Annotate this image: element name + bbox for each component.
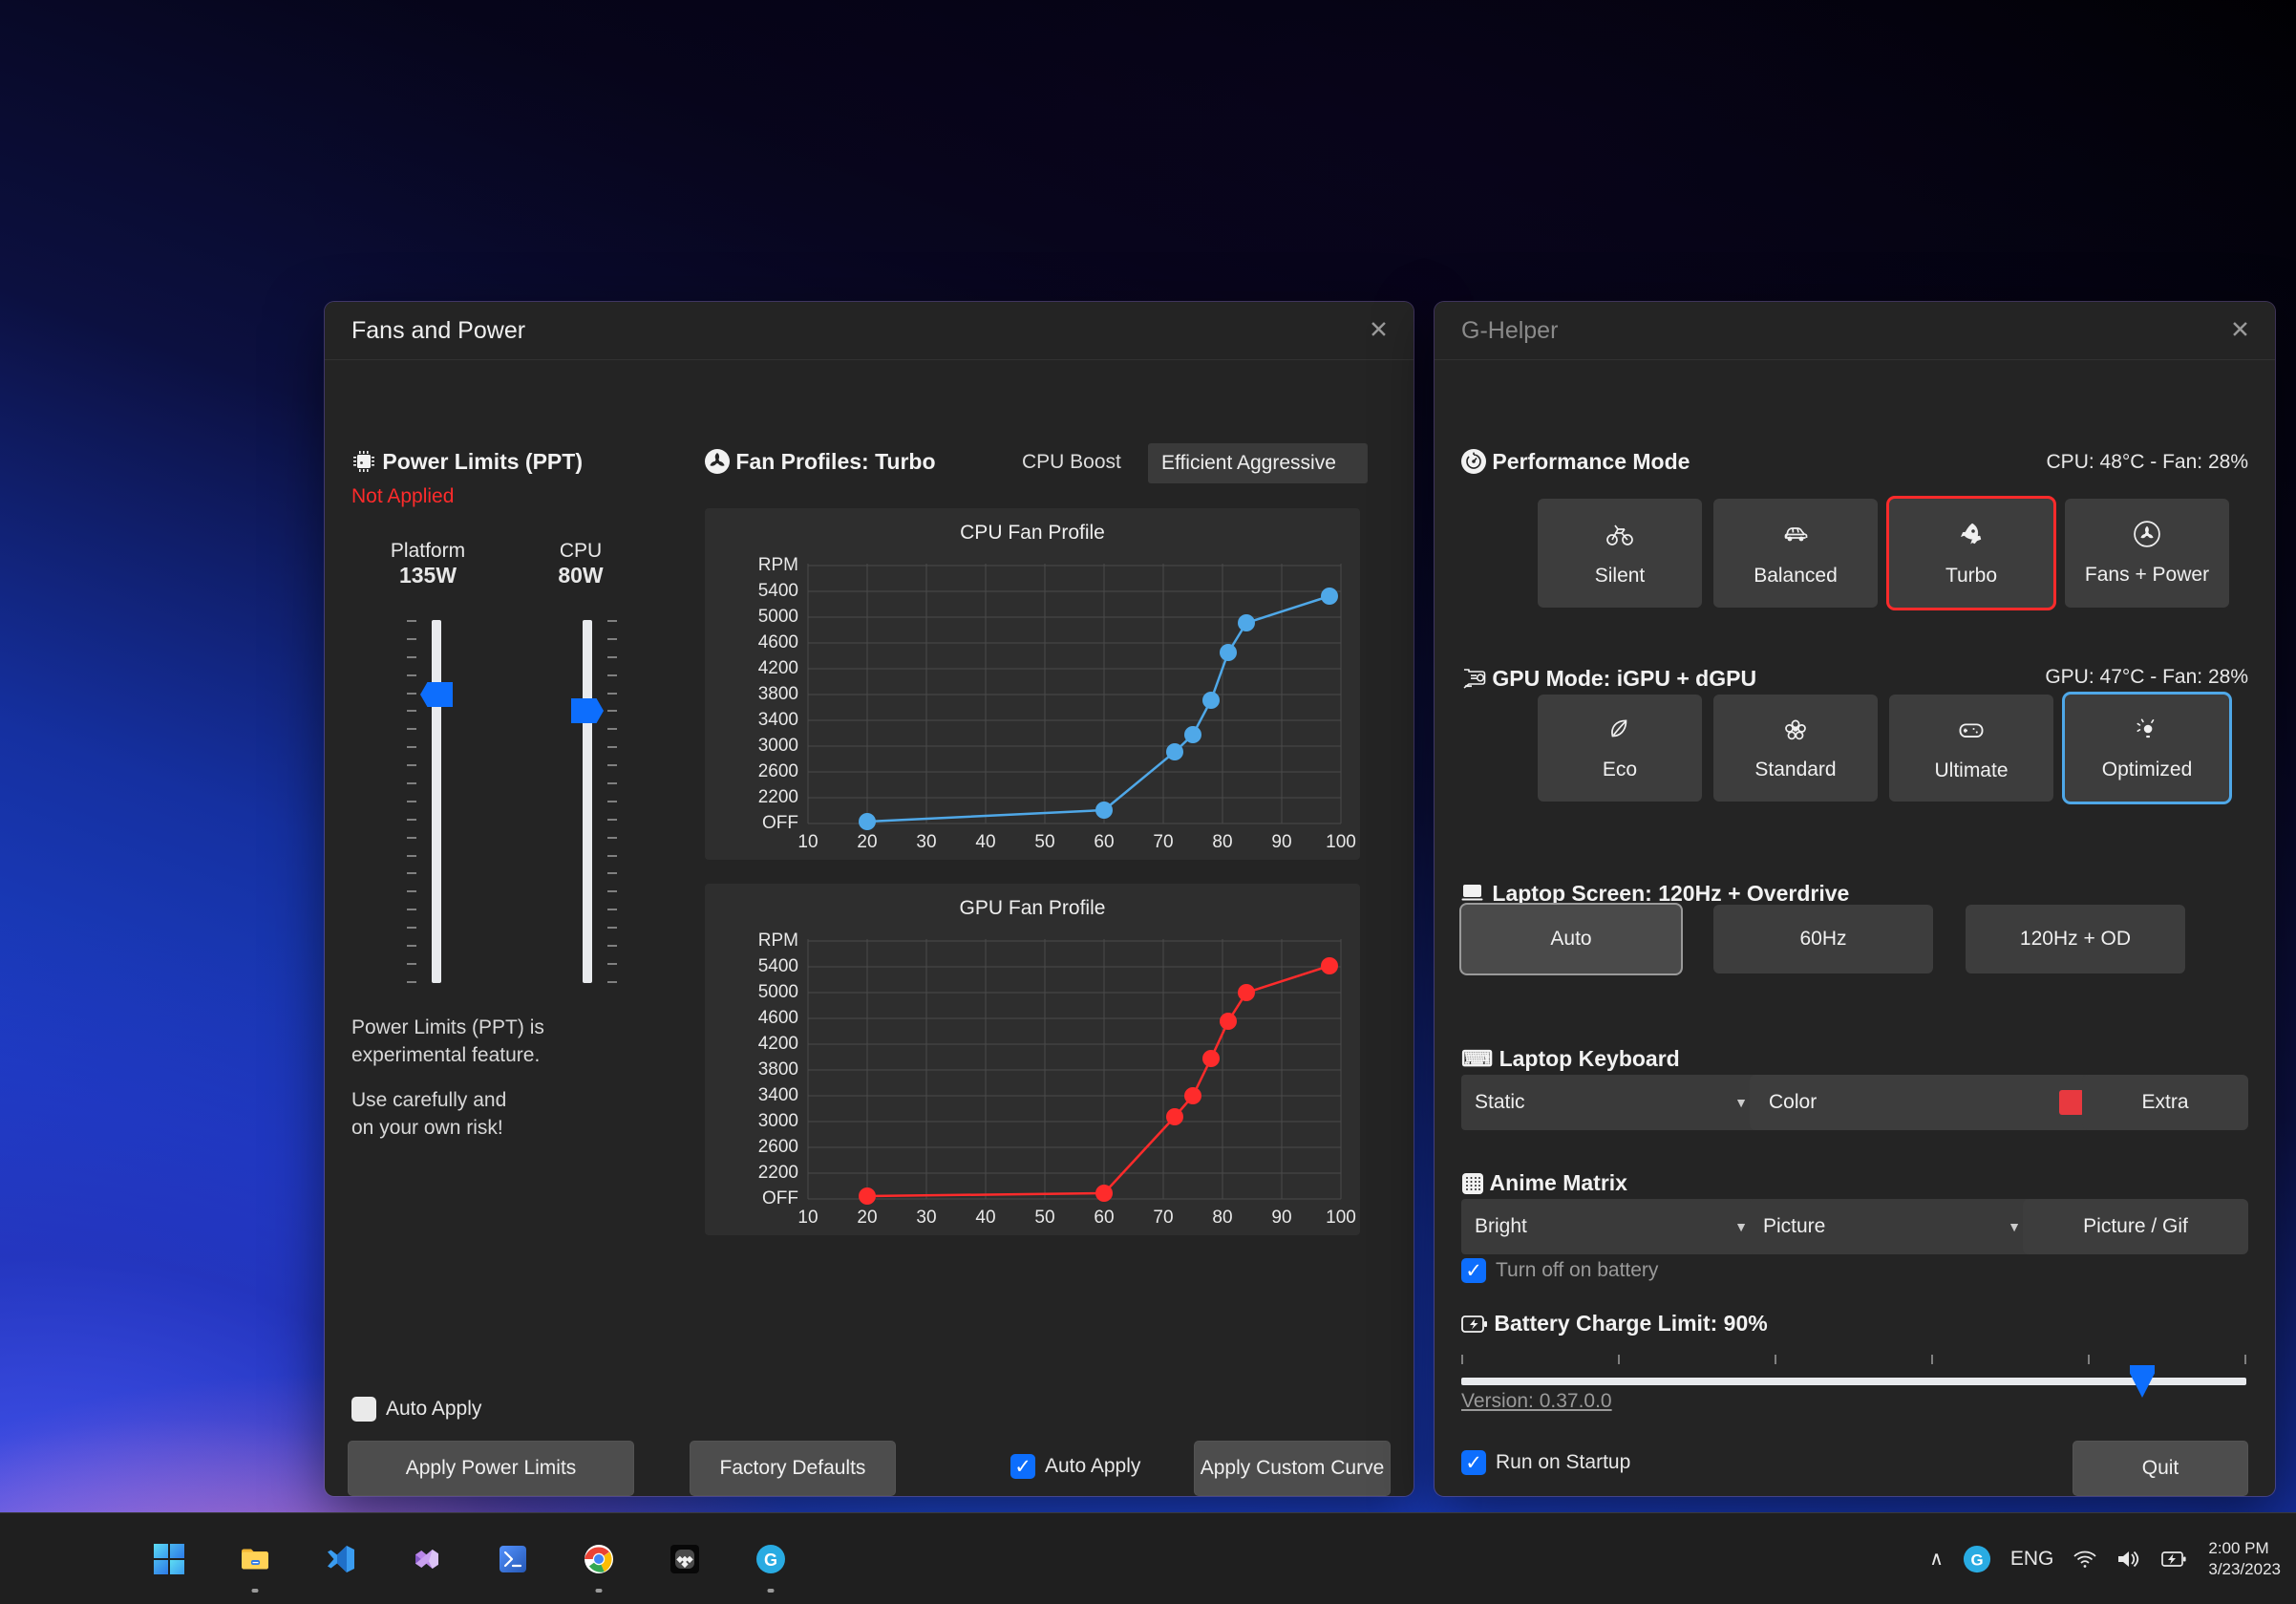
svg-text:G: G (764, 1551, 777, 1570)
svg-text:3400: 3400 (758, 710, 798, 730)
svg-text:50: 50 (1034, 1208, 1054, 1228)
svg-text:4600: 4600 (758, 632, 798, 652)
svg-text:5000: 5000 (758, 982, 798, 1002)
svg-text:10: 10 (797, 1208, 818, 1228)
svg-text:60: 60 (1094, 832, 1114, 852)
svg-text:G: G (1970, 1551, 1983, 1569)
svg-text:20: 20 (857, 1208, 877, 1228)
svg-text:5400: 5400 (758, 956, 798, 976)
svg-text:OFF: OFF (762, 1188, 798, 1208)
svg-text:10: 10 (797, 832, 818, 852)
svg-text:2600: 2600 (758, 761, 798, 781)
svg-text:3000: 3000 (758, 736, 798, 756)
svg-text:100: 100 (1326, 832, 1356, 852)
svg-text:50: 50 (1034, 832, 1054, 852)
svg-text:3800: 3800 (758, 684, 798, 704)
svg-text:30: 30 (916, 1208, 936, 1228)
svg-text:RPM: RPM (758, 555, 798, 575)
svg-text:100: 100 (1326, 1208, 1356, 1228)
svg-text:80: 80 (1212, 1208, 1232, 1228)
svg-text:40: 40 (975, 832, 995, 852)
svg-text:90: 90 (1271, 832, 1291, 852)
svg-text:3000: 3000 (758, 1111, 798, 1131)
svg-text:30: 30 (916, 832, 936, 852)
svg-text:5400: 5400 (758, 581, 798, 601)
svg-text:4200: 4200 (758, 658, 798, 678)
svg-text:OFF: OFF (762, 813, 798, 833)
svg-text:4200: 4200 (758, 1034, 798, 1054)
svg-text:RPM: RPM (758, 930, 798, 951)
svg-text:60: 60 (1094, 1208, 1114, 1228)
svg-text:80: 80 (1212, 832, 1232, 852)
svg-text:20: 20 (857, 832, 877, 852)
svg-text:70: 70 (1153, 1208, 1173, 1228)
svg-text:2200: 2200 (758, 1163, 798, 1183)
svg-text:5000: 5000 (758, 607, 798, 627)
svg-text:90: 90 (1271, 1208, 1291, 1228)
svg-text:2600: 2600 (758, 1137, 798, 1157)
svg-text:3800: 3800 (758, 1059, 798, 1080)
svg-text:2200: 2200 (758, 787, 798, 807)
svg-text:4600: 4600 (758, 1008, 798, 1028)
svg-text:70: 70 (1153, 832, 1173, 852)
svg-text:40: 40 (975, 1208, 995, 1228)
svg-text:3400: 3400 (758, 1085, 798, 1105)
